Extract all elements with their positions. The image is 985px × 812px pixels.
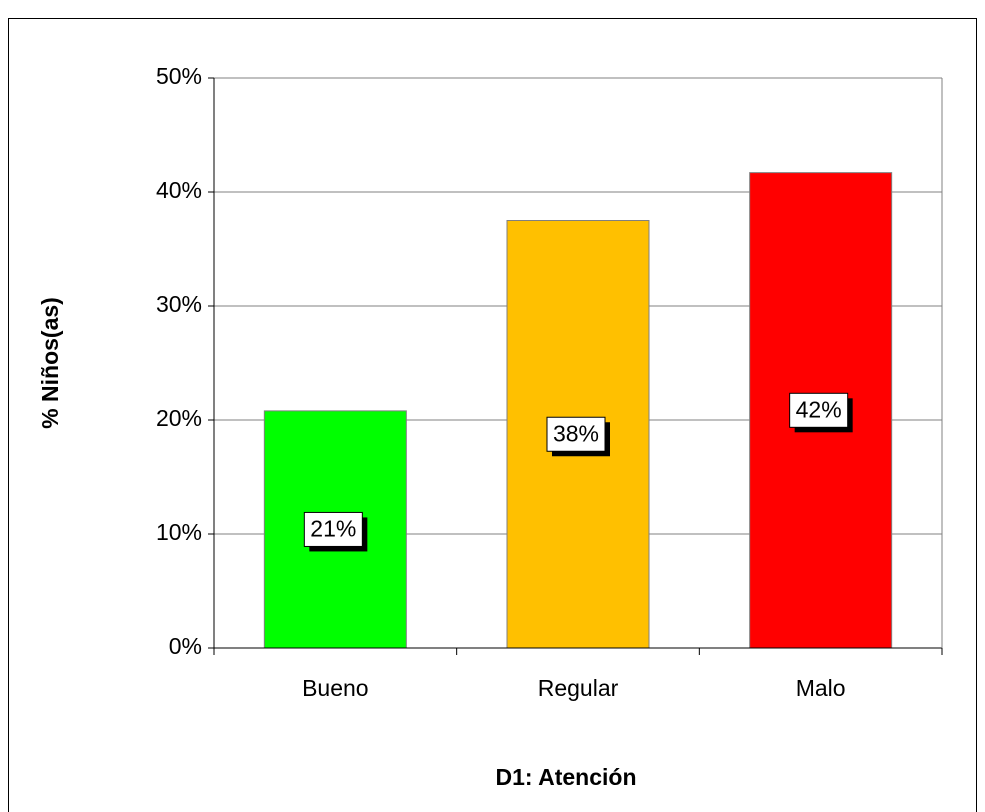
data-label-box [303,511,363,547]
x-tick-label: Bueno [302,675,369,701]
y-tick-label: 0% [169,633,202,659]
y-tick-label: 10% [156,519,202,545]
data-label-box [546,416,606,452]
x-axis-title: D1: Atención [496,764,637,790]
data-label: 21% [310,516,356,542]
x-tick-label: Regular [538,675,619,701]
y-axis-title: % Niños(as) [37,297,63,429]
y-tick-label: 50% [156,63,202,89]
y-tick-label: 30% [156,291,202,317]
data-label-box [789,392,849,428]
x-tick-label: Malo [796,675,846,701]
data-label: 42% [796,396,842,422]
data-label: 38% [553,420,599,446]
y-tick-label: 20% [156,405,202,431]
y-tick-label: 40% [156,177,202,203]
